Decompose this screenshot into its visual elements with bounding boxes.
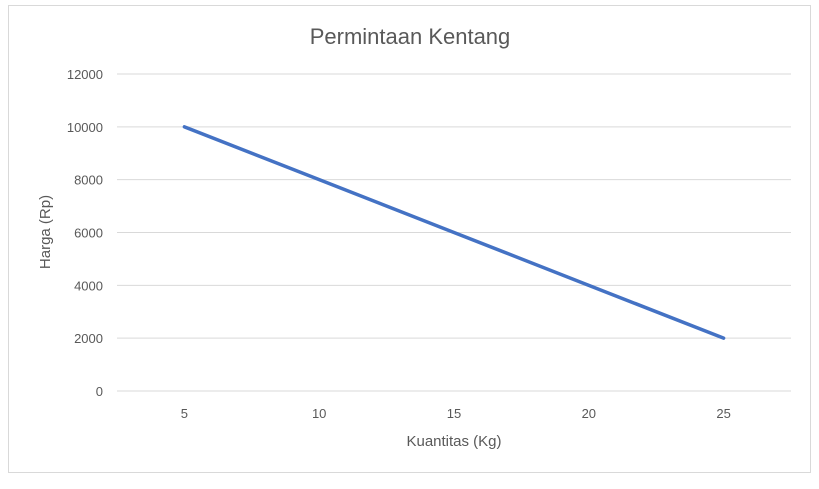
chart-title: Permintaan Kentang [310, 24, 511, 49]
y-tick-label: 8000 [74, 173, 103, 188]
chart-frame [8, 5, 811, 473]
y-tick-label: 10000 [67, 120, 103, 135]
x-tick-label: 15 [447, 406, 461, 421]
y-axis-label: Harga (Rp) [37, 195, 54, 269]
x-tick-label: 5 [181, 406, 188, 421]
x-tick-label: 20 [582, 406, 596, 421]
y-tick-labels: 0 2000 4000 6000 8000 10000 12000 [67, 67, 103, 399]
gridlines [117, 73, 791, 392]
x-tick-label: 25 [716, 406, 730, 421]
y-tick-label: 2000 [74, 331, 103, 346]
x-axis-label: Kuantitas (Kg) [406, 433, 501, 450]
x-tick-label: 10 [312, 406, 326, 421]
series-line [182, 125, 726, 340]
x-tick-labels: 5 10 15 20 25 [181, 406, 731, 421]
y-tick-label: 6000 [74, 226, 103, 241]
y-tick-label: 4000 [74, 278, 103, 293]
series-group [182, 125, 726, 340]
y-tick-label: 0 [96, 384, 103, 399]
y-tick-label: 12000 [67, 67, 103, 82]
